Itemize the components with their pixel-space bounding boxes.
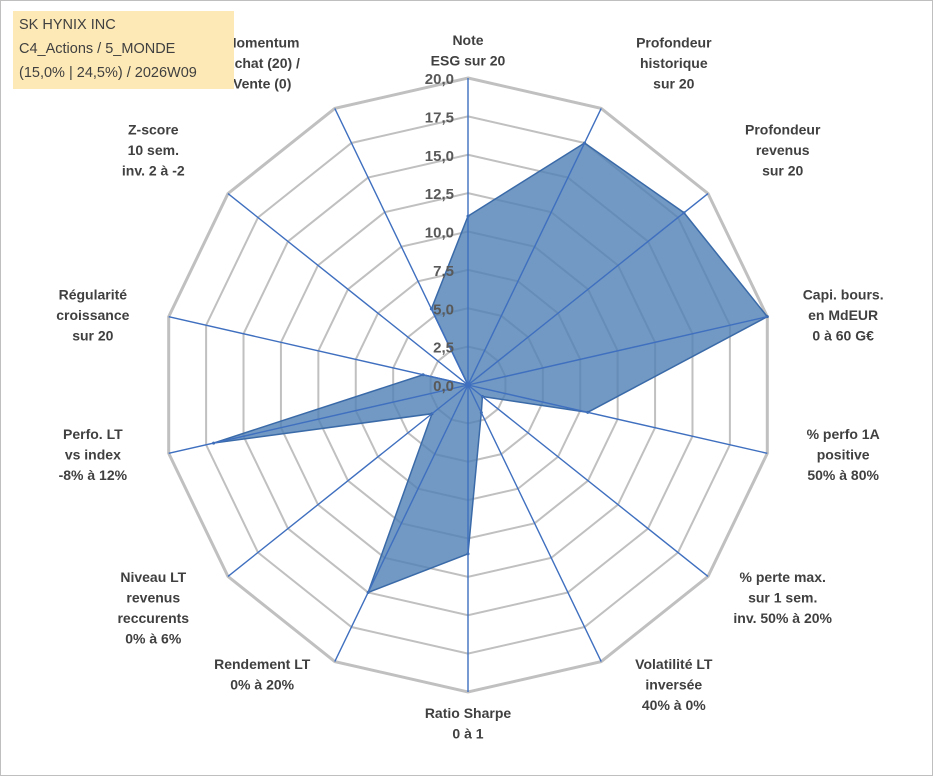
- axis-label: Z-score 10 sem. inv. 2 à -2: [122, 121, 185, 178]
- value-tick-labels: 0,0 2,5 5,0 7,5 10,0 12,5 15,0 17,5 20,0: [425, 71, 454, 395]
- axis-label-line: Vente (0): [233, 75, 291, 91]
- radar-spokes: [168, 78, 768, 692]
- radar-spoke: [467, 316, 768, 386]
- tick-label: 5,0: [433, 301, 454, 318]
- axis-label-line: sur 20: [762, 162, 803, 178]
- tick-label: 10,0: [425, 225, 454, 242]
- axis-label-line: -8% à 12%: [59, 467, 128, 483]
- axis-label-line: 40% à 0%: [642, 697, 706, 713]
- axis-label-line: sur 1 sem.: [748, 590, 817, 606]
- axis-label-line: historique: [640, 55, 708, 71]
- radar-spoke: [334, 384, 469, 662]
- axis-label: Perfo. LT vs index -8% à 12%: [59, 426, 128, 483]
- axis-label-line: sur 20: [653, 75, 694, 91]
- axis-label-line: sur 20: [72, 328, 113, 344]
- axis-label-line: Momentum: [225, 34, 300, 50]
- tick-label: 20,0: [425, 71, 454, 88]
- axis-label-line: inv. 2 à -2: [122, 162, 185, 178]
- radar-spoke: [227, 384, 469, 577]
- axis-label: Note ESG sur 20: [431, 32, 506, 69]
- axis-label-line: Perfo. LT: [63, 426, 123, 442]
- axis-label-line: % perfo 1A: [807, 426, 880, 442]
- axis-label-line: reccurents: [117, 610, 189, 626]
- axis-label-line: % perte max.: [740, 569, 826, 585]
- axis-label: % perfo 1A positive 50% à 80%: [807, 426, 880, 483]
- axis-label: Momentum Achat (20) / Vente (0): [224, 34, 300, 91]
- axis-label: Profondeur revenus sur 20: [745, 121, 821, 178]
- radar-spoke: [467, 384, 602, 662]
- axis-label-line: positive: [817, 446, 870, 462]
- axis-label-line: Niveau LT: [120, 569, 186, 585]
- axis-label: Rendement LT 0% à 20%: [214, 656, 311, 693]
- axis-label-line: Achat (20) /: [224, 55, 300, 71]
- axis-label-line: 0 à 60 G€: [812, 328, 874, 344]
- tick-label: 15,0: [425, 148, 454, 165]
- axis-label-line: Capi. bours.: [803, 287, 884, 303]
- axis-label: Régularité croissance sur 20: [56, 287, 129, 344]
- radar-spoke: [467, 193, 709, 386]
- axis-label: Profondeur historique sur 20: [636, 34, 712, 91]
- axis-label: Niveau LT revenus reccurents 0% à 6%: [117, 569, 189, 647]
- axis-label-line: 50% à 80%: [807, 467, 879, 483]
- company-name: SK HYNIX INC: [19, 17, 116, 33]
- axis-label-line: inversée: [645, 677, 702, 693]
- tick-label: 7,5: [433, 263, 454, 280]
- axis-label-line: Profondeur: [745, 121, 821, 137]
- tick-label: 12,5: [425, 186, 454, 203]
- axis-labels: Note ESG sur 20 Profondeur historique sur 20…: [56, 32, 883, 742]
- axis-label: Volatilité LT inversée 40% à 0%: [635, 656, 713, 713]
- axis-label-line: Z-score: [128, 121, 179, 137]
- axis-label: Ratio Sharpe 0 à 1: [425, 705, 512, 742]
- radar-spoke: [467, 384, 709, 577]
- axis-label-line: en MdEUR: [808, 307, 878, 323]
- tick-label: 2,5: [433, 340, 454, 357]
- axis-label-line: 10 sem.: [128, 142, 179, 158]
- tick-label: 17,5: [425, 109, 454, 126]
- axis-label-line: vs index: [65, 446, 121, 462]
- axis-label-line: inv. 50% à 20%: [733, 610, 832, 626]
- axis-label-line: 0 à 1: [452, 726, 483, 742]
- info-box: SK HYNIX INC C4_Actions / 5_MONDE (15,0%…: [13, 11, 234, 89]
- axis-label-line: 0% à 6%: [125, 631, 182, 647]
- axis-label: Capi. bours. en MdEUR 0 à 60 G€: [803, 287, 884, 344]
- axis-label-line: Note: [452, 32, 483, 48]
- axis-label: % perte max. sur 1 sem. inv. 50% à 20%: [733, 569, 832, 626]
- axis-label-line: Rendement LT: [214, 656, 311, 672]
- radar-spoke: [227, 193, 469, 386]
- radar-spoke: [334, 108, 469, 386]
- axis-label-line: Profondeur: [636, 34, 712, 50]
- axis-label-line: Régularité: [59, 287, 128, 303]
- axis-label-line: 0% à 20%: [230, 677, 294, 693]
- score-period-label: (15,0% | 24,5%) / 2026W09: [19, 65, 197, 81]
- axis-label-line: croissance: [56, 307, 129, 323]
- axis-label-line: Ratio Sharpe: [425, 705, 512, 721]
- axis-label-line: revenus: [756, 142, 810, 158]
- radar-spoke: [467, 108, 602, 386]
- category-label: C4_Actions / 5_MONDE: [19, 41, 176, 57]
- axis-label-line: ESG sur 20: [431, 53, 506, 69]
- radar-spoke: [168, 384, 469, 454]
- tick-label: 0,0: [433, 378, 454, 395]
- radar-spoke: [168, 316, 469, 386]
- axis-label-line: Volatilité LT: [635, 656, 713, 672]
- axis-label-line: revenus: [126, 590, 180, 606]
- radar-spoke: [467, 384, 768, 454]
